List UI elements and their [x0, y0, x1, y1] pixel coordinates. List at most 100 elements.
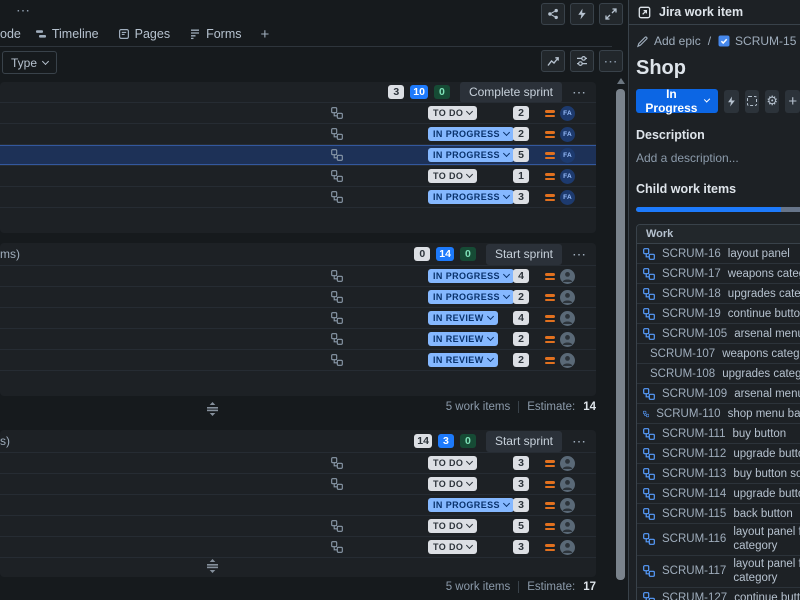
item-key: SCRUM-114 [662, 487, 727, 500]
table-row[interactable]: IN PROGRESS 2 FA [0, 123, 596, 144]
insights-button[interactable] [541, 50, 565, 72]
avatar[interactable] [560, 269, 575, 284]
status-dropdown-button[interactable]: In Progress [636, 87, 719, 115]
vertical-scrollbar[interactable] [616, 76, 625, 600]
table-row[interactable]: IN PROGRESS 3 FA [0, 186, 596, 207]
table-row[interactable]: TO DO 5 [0, 515, 596, 536]
work-item-key-link[interactable]: SCRUM-15 [718, 34, 796, 48]
type-filter-dropdown[interactable]: Type [2, 51, 58, 74]
avatar[interactable] [560, 498, 575, 513]
add-tab-button[interactable]: + [261, 24, 270, 44]
share-button[interactable] [541, 3, 565, 25]
avatar[interactable] [560, 519, 575, 534]
complete-sprint-button[interactable]: Complete sprint [459, 81, 562, 103]
status-dropdown[interactable]: IN REVIEW [428, 353, 498, 367]
tab-forms[interactable]: Forms [189, 24, 242, 44]
list-item[interactable]: SCRUM-17 weapons category button [637, 264, 800, 284]
list-item[interactable]: SCRUM-127 continue button sound [637, 588, 800, 600]
list-item[interactable]: SCRUM-16 layout panel [637, 244, 800, 264]
table-row[interactable]: IN PROGRESS 3 [0, 494, 596, 515]
scrollbar-thumb[interactable] [616, 89, 625, 580]
table-row[interactable]: IN REVIEW 4 [0, 307, 596, 328]
list-item[interactable]: SCRUM-116 layout panel for weapons catego… [637, 524, 800, 556]
tab-pages[interactable]: Pages [118, 24, 170, 44]
inline-create-strip[interactable] [0, 557, 596, 577]
avatar[interactable] [560, 353, 575, 368]
avatar[interactable]: FA [560, 148, 575, 163]
avatar[interactable]: FA [560, 127, 575, 142]
estimate-badge: 5 [513, 148, 529, 162]
status-dropdown[interactable]: TO DO [428, 540, 478, 554]
status-dropdown[interactable]: IN REVIEW [428, 332, 498, 346]
table-row[interactable]: TO DO 3 [0, 473, 596, 494]
status-dropdown[interactable]: IN REVIEW [428, 311, 498, 325]
table-row[interactable]: TO DO 3 [0, 452, 596, 473]
sprint-2-footer: 5 work items Estimate: 14 [0, 401, 596, 413]
status-dropdown[interactable]: IN PROGRESS [428, 148, 514, 162]
tab-code[interactable]: ode [0, 24, 21, 44]
start-sprint-button[interactable]: Start sprint [485, 430, 562, 452]
start-sprint-button[interactable]: Start sprint [485, 243, 562, 265]
avatar[interactable] [560, 456, 575, 471]
list-item[interactable]: SCRUM-117 layout panel for upgrades categ… [637, 556, 800, 588]
avatar[interactable]: FA [560, 106, 575, 121]
status-dropdown[interactable]: TO DO [428, 106, 478, 120]
resize-handle-icon[interactable] [206, 559, 219, 573]
automation-button[interactable] [570, 3, 594, 25]
status-dropdown[interactable]: TO DO [428, 519, 478, 533]
avatar[interactable] [560, 332, 575, 347]
status-dropdown[interactable]: TO DO [428, 456, 478, 470]
resize-handle-icon[interactable] [206, 402, 219, 416]
status-dropdown[interactable]: IN PROGRESS [428, 190, 514, 204]
automation-button[interactable] [724, 89, 739, 113]
add-epic-button[interactable]: Add epic [636, 34, 701, 48]
table-row-selected[interactable]: IN PROGRESS 5 FA [0, 144, 596, 165]
table-row[interactable]: IN REVIEW 2 [0, 349, 596, 370]
list-item[interactable]: SCRUM-105 arsenal menu button [637, 324, 800, 344]
status-dropdown[interactable]: IN PROGRESS [428, 290, 514, 304]
avatar[interactable] [560, 311, 575, 326]
list-item[interactable]: SCRUM-111 buy button [637, 424, 800, 444]
list-item[interactable]: SCRUM-114 upgrade button sound [637, 484, 800, 504]
list-item[interactable]: SCRUM-110 shop menu background music [637, 404, 800, 424]
table-row[interactable]: TO DO 2 FA [0, 102, 596, 123]
inline-create-strip[interactable] [0, 207, 596, 233]
avatar[interactable] [560, 290, 575, 305]
list-item[interactable]: SCRUM-112 upgrade button [637, 444, 800, 464]
table-row[interactable]: IN PROGRESS 4 [0, 265, 596, 286]
table-row[interactable]: IN PROGRESS 2 [0, 286, 596, 307]
description-field[interactable]: Add a description... [636, 151, 739, 165]
avatar[interactable]: FA [560, 169, 575, 184]
table-row[interactable]: TO DO 3 [0, 536, 596, 557]
status-dropdown[interactable]: TO DO [428, 477, 478, 491]
tab-timeline[interactable]: Timeline [35, 24, 99, 44]
add-button[interactable]: + [785, 89, 800, 113]
list-item[interactable]: SCRUM-115 back button [637, 504, 800, 524]
table-row[interactable]: TO DO 1 FA [0, 165, 596, 186]
focus-area-button[interactable] [744, 89, 759, 113]
list-item[interactable]: SCRUM-109 arsenal menu button sound [637, 384, 800, 404]
avatar[interactable] [560, 540, 575, 555]
status-dropdown[interactable]: IN PROGRESS [428, 269, 514, 283]
table-row[interactable]: IN REVIEW 2 [0, 328, 596, 349]
avatar[interactable]: FA [560, 190, 575, 205]
sprint-3-more-button[interactable]: ⋯ [568, 433, 590, 450]
status-dropdown[interactable]: IN PROGRESS [428, 127, 514, 141]
list-item[interactable]: SCRUM-19 continue button [637, 304, 800, 324]
list-item[interactable]: SCRUM-18 upgrades category button [637, 284, 800, 304]
sprint-2-more-button[interactable]: ⋯ [568, 246, 590, 263]
avatar[interactable] [560, 477, 575, 492]
settings-button[interactable]: ⚙ [765, 89, 780, 113]
expand-button[interactable] [599, 3, 623, 25]
more-options-button[interactable]: ⋯ [599, 50, 623, 72]
sprint-1-more-button[interactable]: ⋯ [568, 84, 590, 101]
list-item[interactable]: SCRUM-113 buy button sound [637, 464, 800, 484]
status-dropdown[interactable]: TO DO [428, 169, 478, 183]
more-tabs-icon[interactable]: ⋯ [16, 2, 31, 18]
list-item[interactable]: SCRUM-107 weapons category button sound [637, 344, 800, 364]
view-settings-button[interactable] [570, 50, 594, 72]
status-dropdown[interactable]: IN PROGRESS [428, 498, 514, 512]
scroll-up-arrow[interactable] [616, 78, 625, 84]
inline-create-strip[interactable] [0, 370, 596, 396]
list-item[interactable]: SCRUM-108 upgrades category button sound [637, 364, 800, 384]
